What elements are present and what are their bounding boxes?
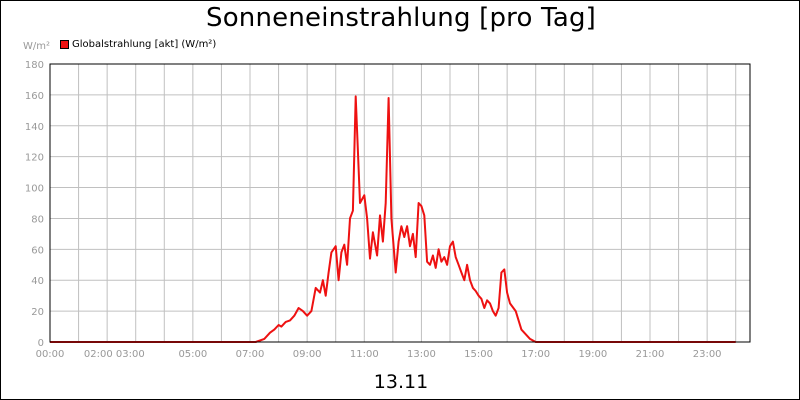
y-tick-label: 40 [31,276,44,287]
y-tick-label: 160 [25,91,44,102]
y-axis-unit: W/m² [23,41,51,52]
series-line-globalstrahlung [50,95,736,343]
x-tick-label: 00:00 [36,349,65,360]
x-tick-label: 11:00 [350,349,379,360]
x-tick-label: 02:00 03:00 [84,349,145,360]
x-tick-label: 09:00 [293,349,322,360]
legend-swatch [60,40,69,49]
y-axis-ticks: 0 20 40 60 80 100 120 140 160 180 [25,60,44,349]
y-tick-label: 180 [25,60,44,71]
x-tick-label: 21:00 [636,349,665,360]
y-tick-label: 60 [31,245,44,256]
y-tick-label: 140 [25,122,44,133]
y-tick-label: 120 [25,153,44,164]
plot-border [49,63,751,343]
y-tick-label: 100 [25,184,44,195]
x-tick-label: 23:00 [693,349,722,360]
chart-title: Sonneneinstrahlung [pro Tag] [205,3,597,33]
x-tick-label: 05:00 [178,349,207,360]
gridlines [50,63,750,343]
y-tick-label: 20 [31,307,44,318]
y-tick-label: 0 [38,338,44,349]
y-tick-label: 80 [31,214,44,225]
x-tick-label: 13:00 [407,349,436,360]
date-label: 13.11 [373,371,429,393]
x-tick-label: 17:00 [521,349,550,360]
legend-label: Globalstrahlung [akt] (W/m²) [72,39,217,50]
x-tick-label: 19:00 [578,349,607,360]
x-tick-label: 07:00 [236,349,265,360]
legend: Globalstrahlung [akt] (W/m²) [60,39,216,50]
x-tick-label: 15:00 [464,349,493,360]
x-axis-ticks: 00:00 02:00 03:00 05:00 07:00 09:00 11:00 13:0… [36,349,722,360]
